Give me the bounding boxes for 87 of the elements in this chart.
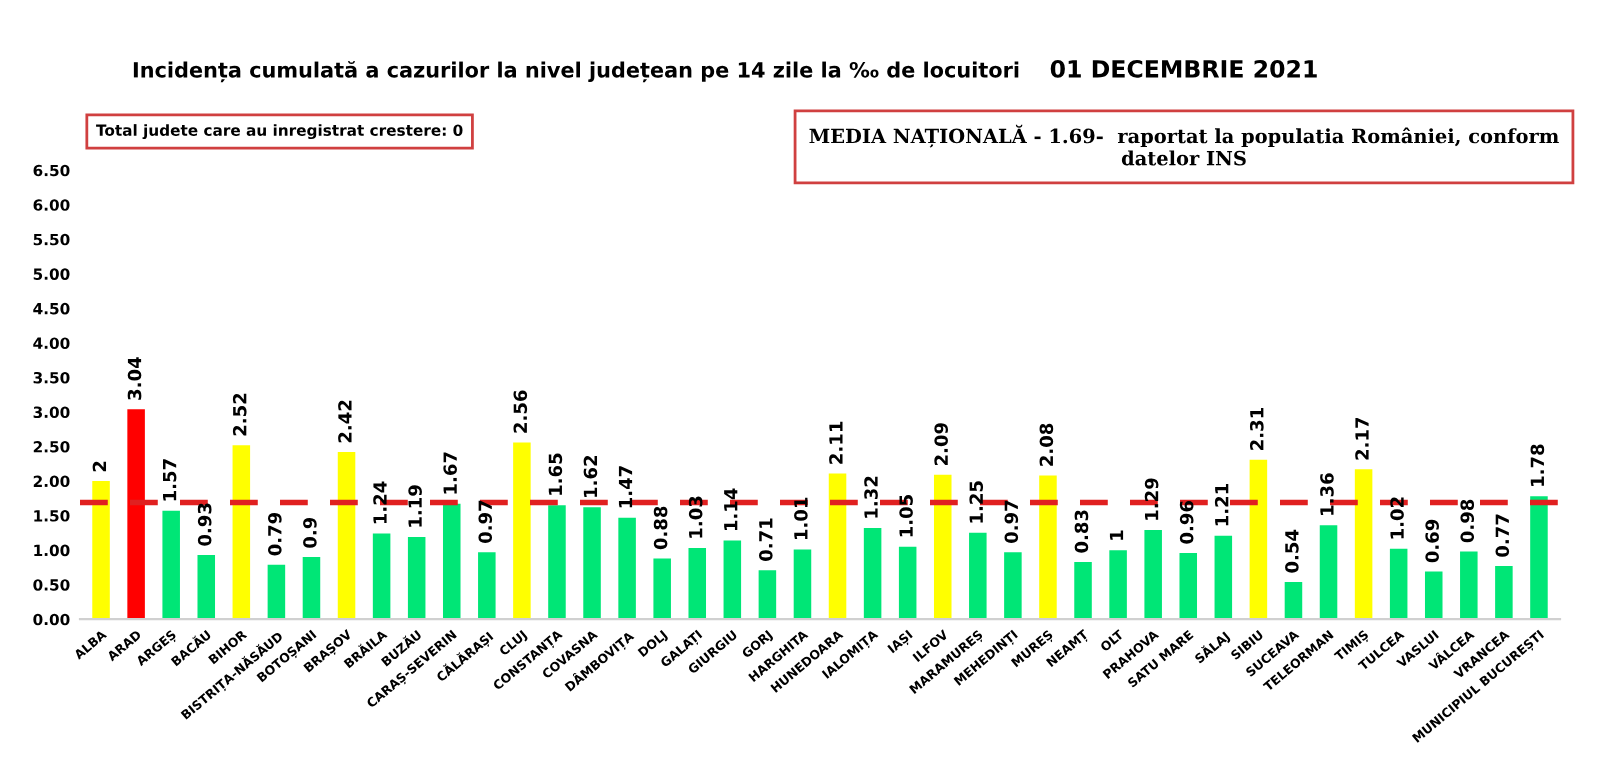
bar — [337, 452, 356, 620]
data-label: 0.54 — [1285, 529, 1299, 573]
bar — [92, 481, 110, 620]
bar — [513, 442, 531, 620]
data-label: 0.69 — [1425, 519, 1439, 563]
bar — [1354, 469, 1373, 620]
data-label: 1.14 — [724, 488, 738, 531]
data-label: 0.96 — [1179, 500, 1194, 544]
bar — [828, 473, 847, 620]
bar — [1144, 530, 1162, 620]
data-label: 1.25 — [969, 481, 984, 523]
bar — [653, 558, 671, 620]
bar — [1179, 552, 1198, 620]
data-label: 0.83 — [1074, 510, 1089, 553]
data-label: 2.31 — [1249, 408, 1264, 450]
data-label: 3.04 — [127, 357, 142, 400]
bar — [1109, 550, 1127, 620]
bar — [232, 445, 251, 620]
bar — [1495, 566, 1513, 620]
data-label: 2.56 — [513, 390, 528, 433]
bar — [548, 505, 566, 620]
bar — [969, 532, 987, 620]
bar — [688, 548, 707, 620]
bar — [863, 528, 882, 620]
data-label: 1.19 — [408, 485, 422, 527]
data-label: 1 — [1109, 530, 1124, 540]
data-label: 2.11 — [829, 421, 843, 464]
bar — [723, 540, 742, 620]
data-label: 2.08 — [1039, 423, 1054, 466]
bar — [407, 537, 426, 620]
data-label: 2 — [92, 461, 107, 472]
bar — [793, 549, 812, 620]
bar — [372, 533, 391, 620]
data-label: 1.78 — [1530, 444, 1545, 486]
bar — [162, 510, 180, 620]
data-label: 1.01 — [794, 497, 808, 540]
data-label: 1.32 — [864, 476, 878, 518]
data-label: 1.05 — [899, 495, 913, 537]
data-label: 0.77 — [1495, 514, 1510, 557]
data-label: 1.21 — [1214, 483, 1229, 526]
text: MEDIA NAȚIONALĂ - 1.69- raportat la populatia României, conform datelor INS — [809, 124, 1559, 166]
chart-title: Incidența cumulată a cazurilor la nivel județean pe 14 zile la ‰ de locuitori — [133, 61, 1019, 83]
bar — [583, 507, 601, 620]
data-label: 1.62 — [583, 456, 598, 497]
bar — [1424, 571, 1443, 620]
data-label: 0.93 — [197, 503, 212, 546]
bar — [1249, 459, 1268, 620]
bar — [478, 552, 496, 620]
data-label: 1.47 — [618, 466, 633, 508]
data-label: 1.36 — [1320, 473, 1334, 515]
data-label: 2.09 — [934, 423, 948, 466]
data-label: 0.79 — [267, 512, 282, 556]
bar — [267, 564, 286, 620]
bar — [1039, 475, 1057, 620]
data-label: 1.57 — [163, 459, 177, 501]
bar — [302, 557, 321, 620]
bar — [1460, 551, 1478, 620]
bar — [197, 554, 216, 620]
bar — [1389, 548, 1408, 620]
data-label: 0.98 — [1460, 499, 1475, 543]
data-label: 0.71 — [758, 518, 773, 561]
bar — [442, 503, 461, 620]
data-label: 1.02 — [1390, 497, 1404, 539]
data-label: 0.97 — [1004, 500, 1019, 544]
bar — [1284, 581, 1303, 620]
data-label: 1.65 — [548, 453, 563, 495]
data-label: 1.03 — [688, 496, 703, 538]
data-label: 0.97 — [478, 500, 493, 544]
bar — [898, 546, 917, 620]
bar — [1214, 535, 1233, 620]
data-label: 2.17 — [1355, 417, 1369, 460]
data-label: 0.9 — [303, 517, 317, 548]
bar — [1319, 525, 1338, 620]
bar — [1074, 561, 1092, 620]
data-label: 1.67 — [443, 452, 457, 494]
bar — [618, 517, 636, 620]
data-label: 1.24 — [373, 481, 387, 524]
bar — [127, 409, 145, 620]
bar — [758, 570, 777, 620]
bar — [1530, 496, 1548, 620]
data-label: 2.52 — [232, 393, 247, 436]
data-label: 2.42 — [338, 400, 352, 443]
chart-subtitle: 01 DECEMBRIE 2021 — [1050, 59, 1317, 78]
data-label: 0.88 — [653, 506, 668, 550]
data-label: 1.29 — [1144, 478, 1159, 520]
bar — [1004, 552, 1022, 620]
bar — [933, 474, 952, 620]
